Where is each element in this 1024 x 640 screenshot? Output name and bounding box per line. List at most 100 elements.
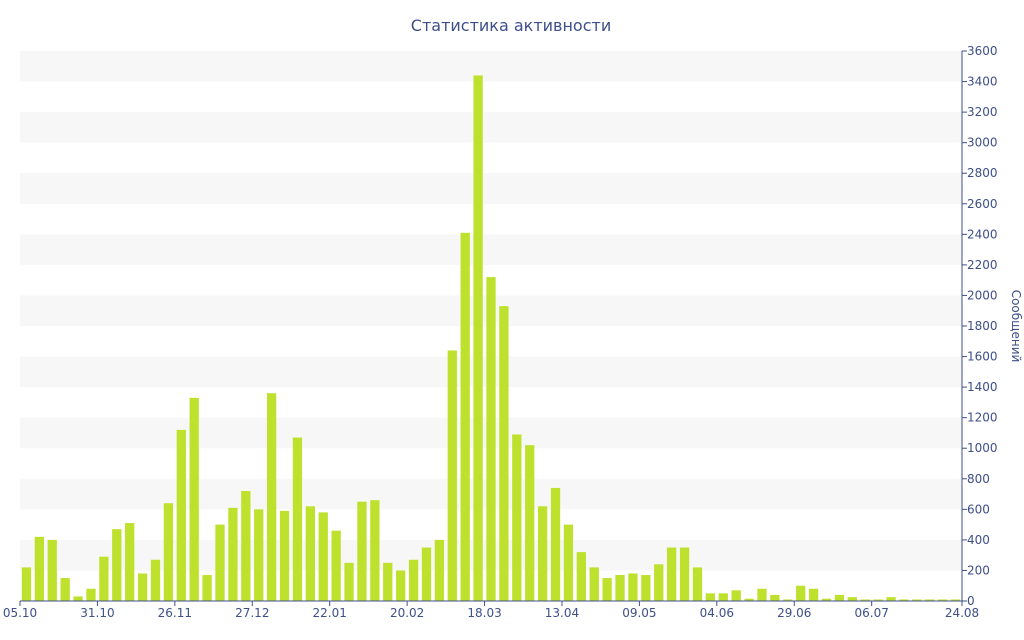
bar[interactable] (873, 599, 883, 601)
bar[interactable] (279, 510, 290, 601)
bar[interactable] (447, 350, 457, 601)
bar[interactable] (537, 506, 548, 601)
x-tick-label: 05.10 (3, 606, 37, 620)
y-tick-label: 3000 (967, 136, 998, 150)
y-tick-label: 1600 (967, 350, 998, 364)
bar[interactable] (602, 578, 612, 601)
bar[interactable] (318, 512, 328, 601)
bar[interactable] (305, 506, 315, 601)
y-tick-label: 400 (967, 533, 990, 547)
bar[interactable] (176, 429, 186, 601)
y-tick-label: 3400 (967, 75, 998, 89)
bar[interactable] (667, 547, 677, 601)
bar[interactable] (202, 575, 212, 601)
bar[interactable] (86, 588, 96, 601)
bar[interactable] (163, 503, 174, 601)
bar[interactable] (150, 559, 161, 601)
bar[interactable] (266, 393, 277, 601)
x-tick-label: 13.04 (545, 606, 579, 620)
bar[interactable] (563, 524, 574, 601)
y-axis-label: Сообщений (1009, 290, 1023, 363)
bar[interactable] (215, 524, 225, 601)
bar[interactable] (654, 564, 664, 601)
bar[interactable] (460, 232, 470, 601)
bar[interactable] (808, 588, 819, 601)
bar[interactable] (821, 598, 832, 601)
bar[interactable] (112, 529, 122, 601)
bar[interactable] (705, 593, 716, 601)
bar[interactable] (615, 575, 625, 601)
bar[interactable] (847, 597, 857, 601)
bar[interactable] (499, 306, 509, 601)
bar[interactable] (21, 567, 32, 601)
bar[interactable] (925, 599, 935, 601)
bar[interactable] (189, 397, 199, 601)
bar[interactable] (60, 578, 70, 601)
bar[interactable] (99, 556, 109, 601)
bar[interactable] (589, 567, 599, 601)
bar[interactable] (950, 599, 961, 601)
bar[interactable] (344, 562, 354, 601)
bar[interactable] (47, 539, 57, 601)
bar[interactable] (421, 547, 432, 601)
bar[interactable] (292, 437, 303, 601)
bar[interactable] (899, 599, 909, 601)
bar[interactable] (912, 599, 922, 601)
bar[interactable] (783, 599, 793, 601)
bar[interactable] (473, 75, 483, 601)
y-tick-label: 1200 (967, 411, 998, 425)
bar[interactable] (331, 530, 341, 601)
bar[interactable] (938, 599, 948, 601)
bar[interactable] (731, 590, 741, 601)
bar[interactable] (34, 536, 44, 601)
bar[interactable] (757, 588, 767, 601)
bar[interactable] (512, 434, 522, 601)
y-tick-label: 2200 (967, 258, 998, 272)
bar[interactable] (254, 509, 264, 601)
bar[interactable] (886, 597, 896, 601)
chart-title: Статистика активности (411, 16, 611, 35)
y-tick-label: 2800 (967, 166, 998, 180)
grid-band (20, 112, 962, 143)
grid-band (20, 51, 962, 82)
grid-band (20, 173, 962, 204)
y-tick-label: 2600 (967, 197, 998, 211)
bars (21, 75, 961, 602)
bar[interactable] (860, 599, 870, 601)
bar[interactable] (357, 501, 367, 601)
bar[interactable] (576, 552, 586, 601)
bar[interactable] (73, 596, 83, 601)
y-tick-label: 0 (967, 594, 975, 608)
bar[interactable] (486, 277, 496, 601)
bar[interactable] (796, 585, 806, 601)
bar[interactable] (241, 491, 251, 601)
bar[interactable] (550, 487, 561, 601)
x-tick-label: 22.01 (313, 606, 347, 620)
x-tick-label: 04.06 (700, 606, 734, 620)
bar[interactable] (692, 567, 703, 601)
bar[interactable] (125, 523, 135, 601)
bar[interactable] (628, 573, 638, 602)
bar[interactable] (137, 573, 148, 602)
bar[interactable] (370, 500, 380, 601)
bar[interactable] (383, 562, 393, 601)
x-tick-label: 20.02 (390, 606, 424, 620)
bar[interactable] (718, 593, 728, 601)
bar[interactable] (744, 598, 754, 601)
y-tick-label: 800 (967, 472, 990, 486)
bar[interactable] (396, 570, 406, 601)
bar[interactable] (679, 547, 690, 601)
y-tick-label: 600 (967, 502, 990, 516)
bar[interactable] (228, 507, 238, 601)
bar[interactable] (641, 575, 651, 601)
y-tick-label: 1000 (967, 441, 998, 455)
y-tick-label: 1400 (967, 380, 998, 394)
bar[interactable] (434, 539, 445, 601)
bar[interactable] (770, 594, 780, 601)
bar[interactable] (408, 559, 419, 601)
bar[interactable] (834, 594, 845, 601)
x-tick-label: 24.08 (945, 606, 979, 620)
bar[interactable] (525, 445, 535, 601)
